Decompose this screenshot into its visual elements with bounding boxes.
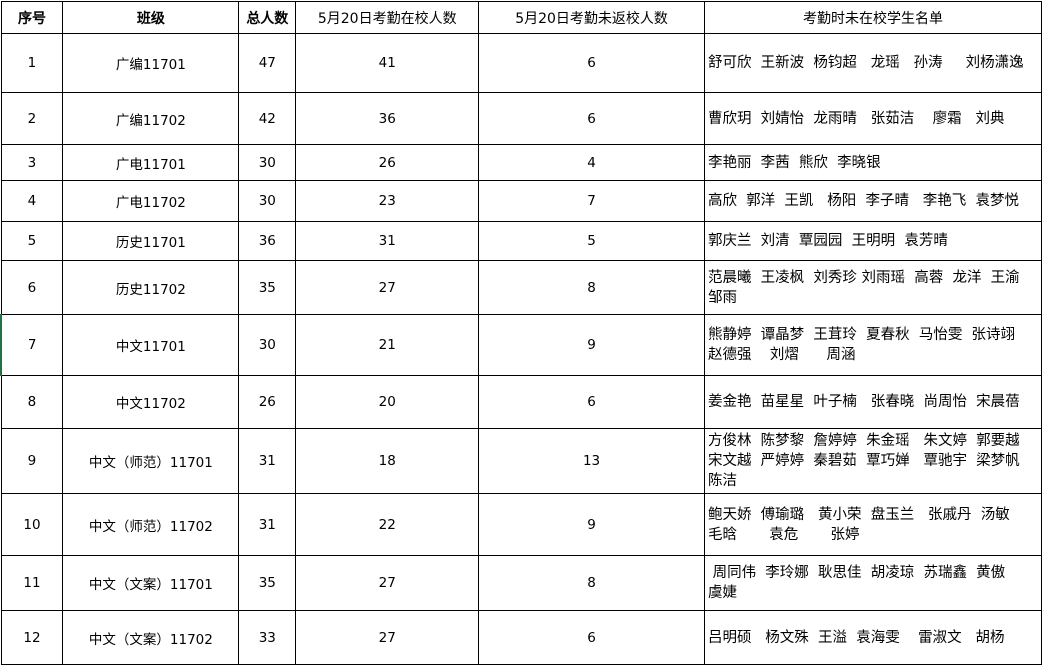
cell-present[interactable]: 18 (295, 428, 480, 494)
cell-present[interactable]: 22 (295, 493, 480, 556)
cell-no[interactable]: 2 (0, 92, 64, 145)
cell-no[interactable]: 11 (0, 555, 64, 611)
cell-absent[interactable]: 13 (478, 428, 705, 494)
cell-names[interactable]: 熊静婷 谭晶梦 王茸玲 夏春秋 马怡雯 张诗翊 赵德强 刘熠 周涵 (703, 314, 1042, 376)
cell-no[interactable]: 8 (0, 375, 64, 429)
cell-no[interactable]: 6 (0, 260, 64, 315)
table-row: 12 中文（文案）11702 33 27 6 吕明硕 杨文殊 王溢 袁海雯 雷淑文 胡杨 (0, 610, 1042, 665)
table-row: 8 中文11702 26 20 6 姜金艳 苗星星 叶子楠 张春晓 尚周怡 宋晨蓓 (0, 375, 1042, 429)
cell-total[interactable]: 36 (238, 221, 297, 261)
cell-present[interactable]: 27 (295, 610, 480, 665)
cell-absent[interactable]: 9 (478, 493, 705, 556)
cell-class[interactable]: 中文（师范）11701 (62, 428, 240, 494)
cell-present[interactable]: 27 (295, 260, 480, 315)
cell-class[interactable]: 广编11701 (62, 33, 240, 93)
table-row: 4 广电11702 30 23 7 高欣 郭洋 王凯 杨阳 李子晴 李艳飞 袁梦悦 (0, 180, 1042, 222)
cell-no[interactable]: 4 (0, 180, 64, 222)
cell-total[interactable]: 31 (238, 493, 297, 556)
cell-no[interactable]: 12 (0, 610, 64, 665)
cell-total[interactable]: 35 (238, 555, 297, 611)
cell-total[interactable]: 30 (238, 144, 297, 181)
cell-present[interactable]: 27 (295, 555, 480, 611)
table-row: 7 中文11701 30 21 9 熊静婷 谭晶梦 王茸玲 夏春秋 马怡雯 张诗翊 赵德强… (0, 314, 1042, 376)
cell-absent[interactable]: 8 (478, 555, 705, 611)
cell-names[interactable]: 曹欣玥 刘婧怡 龙雨晴 张茹洁 廖霜 刘典 (703, 92, 1042, 145)
cell-present[interactable]: 36 (295, 92, 480, 145)
header-cell-absent[interactable]: 5月20日考勤未返校人数 (478, 1, 705, 34)
cell-total[interactable]: 30 (238, 314, 297, 376)
header-cell-total[interactable]: 总人数 (238, 1, 297, 34)
header-cell-no[interactable]: 序号 (0, 1, 64, 34)
cell-total[interactable]: 47 (238, 33, 297, 93)
cell-absent[interactable]: 8 (478, 260, 705, 315)
cell-present[interactable]: 20 (295, 375, 480, 429)
cell-no[interactable]: 7 (0, 314, 64, 376)
cell-no[interactable]: 9 (0, 428, 64, 494)
header-cell-class[interactable]: 班级 (62, 1, 240, 34)
cell-class[interactable]: 历史11701 (62, 221, 240, 261)
cell-no[interactable]: 10 (0, 493, 64, 556)
cell-class[interactable]: 广编11702 (62, 92, 240, 145)
cell-names[interactable]: 李艳丽 李茜 熊欣 李晓银 (703, 144, 1042, 181)
cell-names[interactable]: 方俊林 陈梦黎 詹婷婷 朱金瑶 朱文婷 郭要越 宋文越 严婷婷 秦碧茹 覃巧婵 … (703, 428, 1042, 494)
cell-absent[interactable]: 6 (478, 610, 705, 665)
cell-names[interactable]: 吕明硕 杨文殊 王溢 袁海雯 雷淑文 胡杨 (703, 610, 1042, 665)
cell-present[interactable]: 23 (295, 180, 480, 222)
cell-names[interactable]: 鲍天娇 傅瑜璐 黄小荣 盘玉兰 张戚丹 汤敏 毛晗 袁危 张婷 (703, 493, 1042, 556)
cell-class[interactable]: 广电11701 (62, 144, 240, 181)
cell-total[interactable]: 42 (238, 92, 297, 145)
header-row: 序号 班级 总人数 5月20日考勤在校人数 5月20日考勤未返校人数 考勤时未在… (0, 1, 1042, 34)
table-row: 2 广编11702 42 36 6 曹欣玥 刘婧怡 龙雨晴 张茹洁 廖霜 刘典 (0, 92, 1042, 145)
cell-class[interactable]: 中文（文案）11701 (62, 555, 240, 611)
cell-total[interactable]: 30 (238, 180, 297, 222)
cell-total[interactable]: 31 (238, 428, 297, 494)
cell-class[interactable]: 历史11702 (62, 260, 240, 315)
cell-class[interactable]: 中文11702 (62, 375, 240, 429)
cell-present[interactable]: 31 (295, 221, 480, 261)
table-row: 9 中文（师范）11701 31 18 13 方俊林 陈梦黎 詹婷婷 朱金瑶 朱文婷 郭要… (0, 428, 1042, 494)
cell-total[interactable]: 33 (238, 610, 297, 665)
cell-class[interactable]: 中文11701 (62, 314, 240, 376)
cell-present[interactable]: 21 (295, 314, 480, 376)
cell-absent[interactable]: 6 (478, 375, 705, 429)
table-row: 11 中文（文案）11701 35 27 8 周同伟 李玲娜 耿思佳 胡凌琼 苏瑞鑫 黄… (0, 555, 1042, 611)
cell-absent[interactable]: 4 (478, 144, 705, 181)
header-cell-names[interactable]: 考勤时未在校学生名单 (703, 1, 1042, 34)
cell-names[interactable]: 周同伟 李玲娜 耿思佳 胡凌琼 苏瑞鑫 黄傲 虞婕 (703, 555, 1042, 611)
cell-present[interactable]: 26 (295, 144, 480, 181)
table-row: 10 中文（师范）11702 31 22 9 鲍天娇 傅瑜璐 黄小荣 盘玉兰 张戚丹 汤敏… (0, 493, 1042, 556)
cell-names[interactable]: 范晨曦 王凌枫 刘秀珍 刘雨瑶 高蓉 龙洋 王渝 邹雨 (703, 260, 1042, 315)
cell-no[interactable]: 1 (0, 33, 64, 93)
table-row: 5 历史11701 36 31 5 郭庆兰 刘清 覃园园 王明明 袁芳晴 (0, 221, 1042, 261)
cell-names[interactable]: 姜金艳 苗星星 叶子楠 张春晓 尚周怡 宋晨蓓 (703, 375, 1042, 429)
cell-names[interactable]: 郭庆兰 刘清 覃园园 王明明 袁芳晴 (703, 221, 1042, 261)
cell-no[interactable]: 5 (0, 221, 64, 261)
cell-absent[interactable]: 6 (478, 33, 705, 93)
cell-total[interactable]: 26 (238, 375, 297, 429)
table-row: 3 广电11701 30 26 4 李艳丽 李茜 熊欣 李晓银 (0, 144, 1042, 181)
cell-class[interactable]: 中文（文案）11702 (62, 610, 240, 665)
cell-present[interactable]: 41 (295, 33, 480, 93)
cell-names[interactable]: 高欣 郭洋 王凯 杨阳 李子晴 李艳飞 袁梦悦 (703, 180, 1042, 222)
cell-class[interactable]: 广电11702 (62, 180, 240, 222)
cell-absent[interactable]: 5 (478, 221, 705, 261)
header-cell-present[interactable]: 5月20日考勤在校人数 (295, 1, 480, 34)
table-row: 1 广编11701 47 41 6 舒可欣 王新波 杨钧超 龙瑶 孙涛 刘杨潇逸 (0, 33, 1042, 93)
table-row: 6 历史11702 35 27 8 范晨曦 王凌枫 刘秀珍 刘雨瑶 高蓉 龙洋 王渝 邹雨 (0, 260, 1042, 315)
cell-names[interactable]: 舒可欣 王新波 杨钧超 龙瑶 孙涛 刘杨潇逸 (703, 33, 1042, 93)
cell-absent[interactable]: 6 (478, 92, 705, 145)
cell-class[interactable]: 中文（师范）11702 (62, 493, 240, 556)
cell-no[interactable]: 3 (0, 144, 64, 181)
cell-absent[interactable]: 9 (478, 314, 705, 376)
cell-absent[interactable]: 7 (478, 180, 705, 222)
cell-total[interactable]: 35 (238, 260, 297, 315)
